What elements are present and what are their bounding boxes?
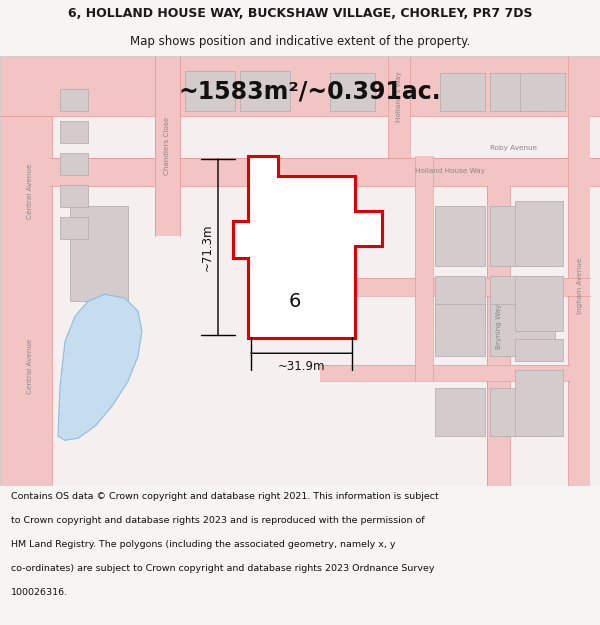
Text: Holland House Way: Holland House Way (415, 168, 485, 174)
Bar (320, 365, 570, 381)
Bar (50, 158, 600, 186)
Bar (330, 73, 375, 111)
Bar (520, 73, 565, 111)
Bar (490, 73, 550, 111)
Bar (490, 304, 555, 356)
Text: ~1583m²/~0.391ac.: ~1583m²/~0.391ac. (179, 79, 442, 103)
Text: Chandlers Close: Chandlers Close (164, 118, 170, 175)
Bar (490, 206, 555, 266)
Bar (490, 388, 555, 436)
Bar (568, 56, 590, 486)
Bar (515, 276, 563, 331)
Polygon shape (487, 186, 510, 486)
Text: 100026316.: 100026316. (11, 588, 68, 597)
Bar (435, 304, 485, 356)
Bar (60, 185, 88, 208)
Text: HM Land Registry. The polygons (including the associated geometry, namely x, y: HM Land Registry. The polygons (includin… (11, 540, 395, 549)
Bar (185, 71, 235, 111)
Bar (250, 278, 590, 296)
Bar (515, 370, 563, 436)
Bar (155, 56, 180, 236)
Bar (435, 388, 485, 436)
Bar (515, 201, 563, 266)
Polygon shape (58, 294, 142, 440)
Text: 6, HOLLAND HOUSE WAY, BUCKSHAW VILLAGE, CHORLEY, PR7 7DS: 6, HOLLAND HOUSE WAY, BUCKSHAW VILLAGE, … (68, 8, 532, 20)
Text: Roby Avenue: Roby Avenue (490, 145, 537, 151)
Bar (0, 56, 52, 486)
Text: co-ordinates) are subject to Crown copyright and database rights 2023 Ordnance S: co-ordinates) are subject to Crown copyr… (11, 564, 434, 572)
Bar (60, 217, 88, 239)
Bar (240, 71, 290, 111)
Bar (60, 121, 88, 143)
Text: ~71.3m: ~71.3m (200, 224, 214, 271)
Bar (440, 73, 485, 111)
Bar (60, 89, 88, 111)
Text: Central Avenue: Central Avenue (27, 339, 33, 394)
Text: Central Avenue: Central Avenue (27, 164, 33, 219)
Bar (515, 339, 563, 361)
Text: Contains OS data © Crown copyright and database right 2021. This information is : Contains OS data © Crown copyright and d… (11, 492, 439, 501)
Bar (435, 276, 485, 331)
Text: Holland's Way: Holland's Way (396, 71, 402, 122)
Bar (435, 206, 485, 266)
Text: Map shows position and indicative extent of the property.: Map shows position and indicative extent… (130, 35, 470, 48)
Text: Ingham Avenue: Ingham Avenue (577, 258, 583, 314)
Text: ~31.9m: ~31.9m (278, 360, 325, 372)
Bar (388, 56, 410, 158)
Text: 6: 6 (289, 292, 301, 311)
Bar (415, 156, 433, 381)
Bar (0, 56, 600, 116)
Bar (60, 153, 88, 175)
Polygon shape (233, 156, 382, 338)
Text: to Crown copyright and database rights 2023 and is reproduced with the permissio: to Crown copyright and database rights 2… (11, 516, 424, 525)
Bar (490, 276, 555, 331)
Text: Bryning Way: Bryning Way (496, 304, 502, 349)
Bar (70, 206, 128, 301)
